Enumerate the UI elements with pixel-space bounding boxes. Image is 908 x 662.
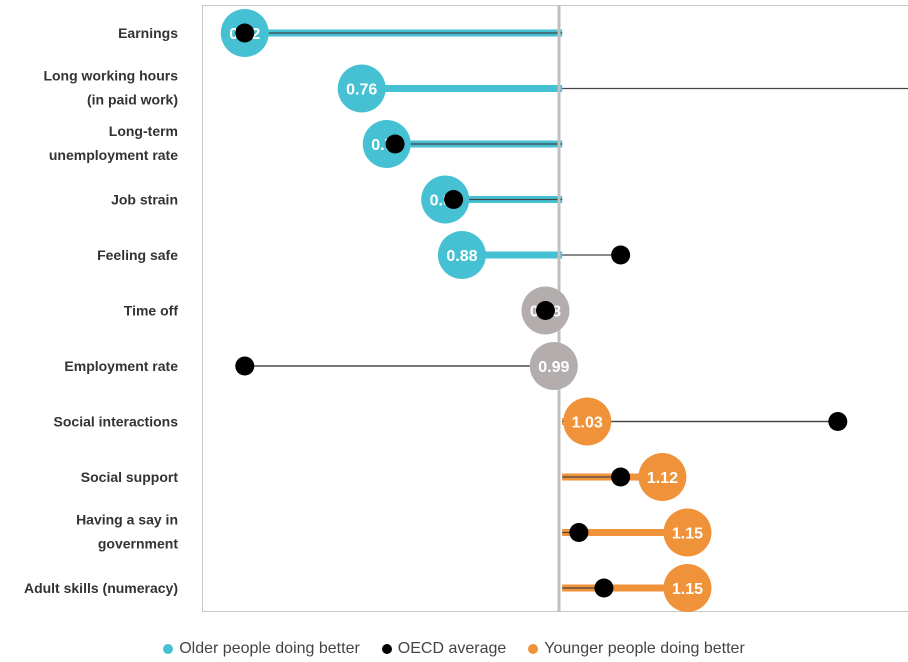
- legend-swatch-oecd: [381, 644, 392, 654]
- category-label: unemployment rate: [49, 147, 178, 163]
- chart-value-dots: 0.620.760.790.860.880.980.991.031.121.15…: [220, 9, 848, 612]
- value-circle: [563, 397, 612, 446]
- value-label: 0.76: [346, 82, 377, 99]
- oecd-dot: [535, 301, 555, 320]
- value-label: 1.15: [672, 526, 703, 543]
- value-label: 0.88: [446, 248, 477, 265]
- legend-label-oecd: OECD average: [397, 640, 507, 657]
- category-label: Long working hours: [43, 68, 178, 84]
- oecd-dot: [385, 134, 405, 154]
- oecd-dot: [444, 190, 464, 209]
- value-label: 0.99: [538, 359, 569, 376]
- legend-item-oecd: OECD average: [381, 640, 507, 658]
- oecd-dot: [594, 578, 614, 598]
- lollipop-chart: 0.620.760.790.860.880.980.991.031.121.15…: [24, 5, 908, 612]
- oecd-dot: [235, 356, 255, 376]
- value-circle: [437, 231, 486, 279]
- chart-marks: [244, 29, 908, 592]
- oecd-dot: [611, 245, 631, 265]
- legend: Older people doing better OECD average Y…: [0, 636, 908, 662]
- legend-swatch-older: [163, 644, 174, 654]
- value-circle: [663, 508, 712, 557]
- legend-item-younger: Younger people doing better: [528, 640, 745, 658]
- category-label: Earnings: [118, 25, 178, 41]
- oecd-dot: [611, 467, 631, 487]
- value-label: 1.15: [672, 581, 703, 598]
- category-label: Long-term: [109, 123, 178, 139]
- category-label: government: [98, 536, 178, 552]
- value-circle: [638, 453, 687, 501]
- value-circle: [663, 564, 712, 612]
- oecd-dot: [569, 523, 589, 542]
- category-label: Social support: [81, 469, 179, 485]
- legend-label-older: Older people doing better: [179, 640, 360, 657]
- category-label: Time off: [124, 303, 179, 319]
- oecd-dot: [235, 23, 255, 43]
- category-labels: Earnings Long working hours (in paid work)…: [24, 25, 178, 596]
- value-circle: [337, 64, 386, 113]
- category-label: Social interactions: [54, 414, 179, 430]
- category-label: Job strain: [111, 192, 178, 208]
- value-label: 1.12: [647, 470, 678, 487]
- value-circle: [529, 342, 578, 390]
- oecd-dot: [828, 412, 848, 431]
- category-label: Adult skills (numeracy): [24, 580, 178, 596]
- legend-label-younger: Younger people doing better: [544, 640, 745, 657]
- legend-swatch-younger: [528, 644, 539, 654]
- value-label: 1.03: [572, 415, 603, 432]
- legend-item-older: Older people doing better: [163, 640, 360, 658]
- category-label: (in paid work): [87, 92, 178, 108]
- category-label: Employment rate: [64, 358, 178, 374]
- category-label: Feeling safe: [97, 247, 178, 263]
- category-label: Having a say in: [76, 512, 178, 528]
